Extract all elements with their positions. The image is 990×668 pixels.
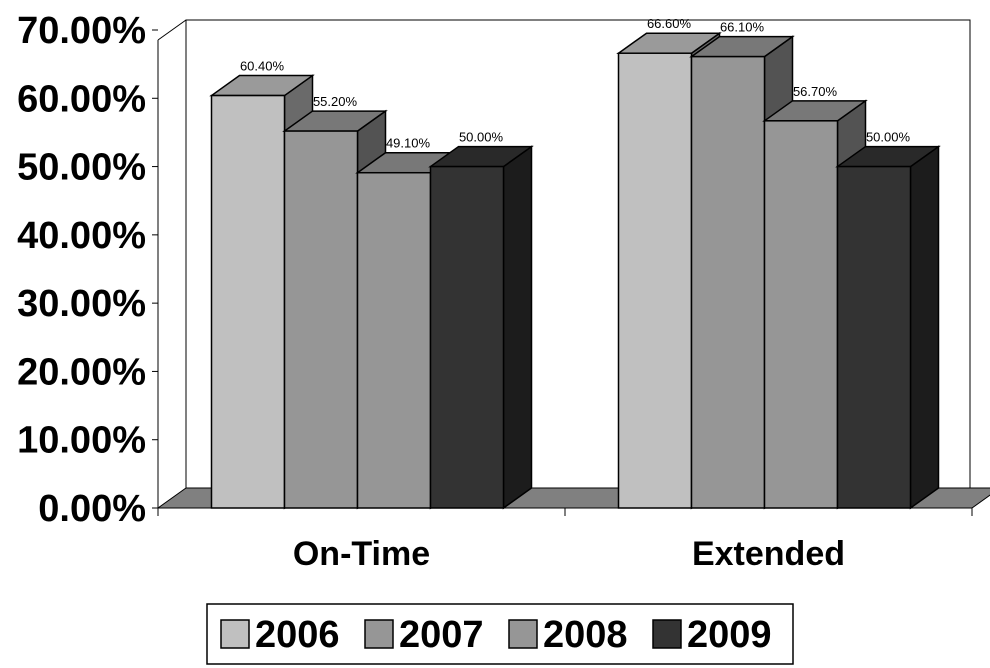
legend-label: 2007 bbox=[399, 614, 484, 656]
bar-front bbox=[763, 120, 839, 509]
bar-side bbox=[502, 145, 533, 510]
y-tick-label: 10.00% bbox=[17, 420, 146, 462]
bar-front bbox=[617, 52, 693, 509]
y-axis: 0.00% 10.00% 20.00% 30.00% 40.00% 50.00% 60.00… bbox=[17, 10, 159, 530]
x-category-label: On-Time bbox=[293, 535, 430, 573]
y-tick-label: 70.00% bbox=[17, 10, 146, 52]
y-tick-label: 60.00% bbox=[17, 78, 146, 120]
data-label: 50.00% bbox=[866, 130, 911, 145]
bar bbox=[835, 145, 941, 510]
data-label: 66.10% bbox=[720, 20, 765, 35]
data-label: 49.10% bbox=[386, 136, 431, 151]
y-tick-label: 20.00% bbox=[17, 351, 146, 393]
legend-swatch bbox=[652, 619, 682, 649]
x-axis: On-Time Extended bbox=[157, 507, 973, 573]
wall-edge bbox=[157, 19, 187, 41]
bar-front bbox=[210, 94, 286, 509]
y-tick-label: 40.00% bbox=[17, 215, 146, 257]
bar-front bbox=[690, 55, 766, 509]
data-label: 60.40% bbox=[240, 59, 285, 74]
legend-swatch bbox=[508, 619, 538, 649]
legend-label: 2006 bbox=[255, 614, 340, 656]
legend-label: 2009 bbox=[687, 614, 772, 656]
bars bbox=[209, 31, 941, 510]
legend-box bbox=[206, 603, 794, 665]
data-label: 56.70% bbox=[793, 84, 838, 99]
data-labels: 60.40% 55.20% 49.10% 50.00% 66.60% 66.10% 56.7… bbox=[240, 16, 911, 151]
legend: 2006 2007 2008 2009 bbox=[206, 603, 794, 665]
bar-front bbox=[283, 130, 359, 509]
bar-front bbox=[356, 171, 432, 509]
legend-swatch bbox=[220, 619, 250, 649]
data-label: 55.20% bbox=[313, 94, 358, 109]
data-label: 50.00% bbox=[459, 130, 504, 145]
bar bbox=[428, 145, 534, 510]
legend-label: 2008 bbox=[543, 614, 628, 656]
y-tick-label: 30.00% bbox=[17, 283, 146, 325]
y-tick-label: 0.00% bbox=[38, 488, 146, 530]
bar-side bbox=[909, 145, 940, 510]
bar-front bbox=[836, 165, 912, 509]
legend-swatch bbox=[364, 619, 394, 649]
data-label: 66.60% bbox=[647, 16, 692, 31]
bar-front bbox=[429, 165, 505, 509]
x-category-label: Extended bbox=[692, 535, 845, 573]
y-tick-label: 50.00% bbox=[17, 147, 146, 189]
